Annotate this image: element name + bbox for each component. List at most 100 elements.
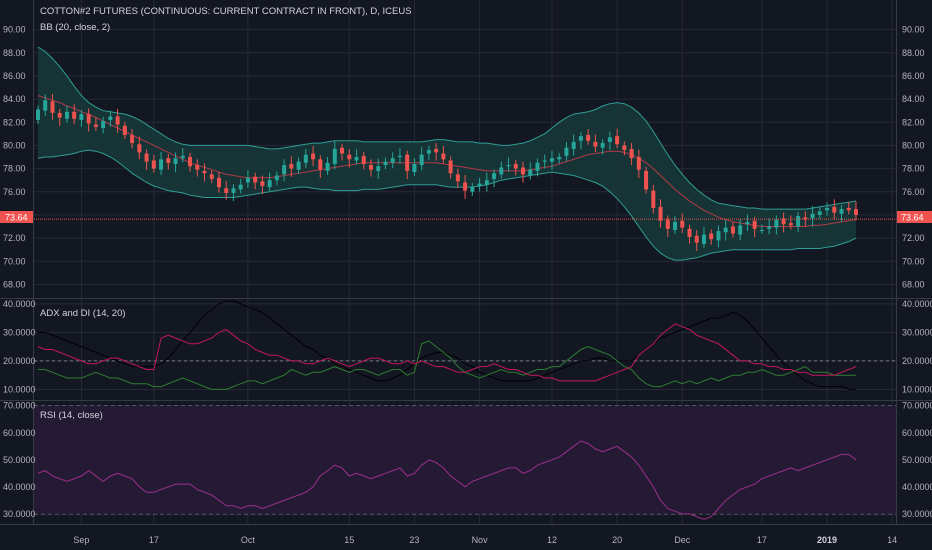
adx-tick-left: 20.0000 <box>3 356 36 366</box>
candle-body <box>231 188 236 193</box>
candle-body <box>549 158 554 162</box>
candle-body <box>79 114 84 120</box>
adx-series-0 <box>38 300 856 390</box>
rsi-tick-right: 50.0000 <box>902 455 932 465</box>
candle-body <box>586 134 591 141</box>
price-tick-left: 84.00 <box>3 94 26 104</box>
candle-body <box>680 220 685 228</box>
candle-body <box>209 174 214 180</box>
candle-body <box>629 148 634 159</box>
rsi-tick-right: 30.0000 <box>902 509 932 519</box>
candle-body <box>159 159 164 170</box>
price-tick-left: 82.00 <box>3 117 26 127</box>
candle-body <box>636 157 641 170</box>
price-tick-left: 90.00 <box>3 25 26 35</box>
rsi-band-fill <box>34 405 896 514</box>
price-tick-right: 72.00 <box>902 233 925 243</box>
rsi-tick-right: 40.0000 <box>902 482 932 492</box>
candle-body <box>492 173 497 180</box>
time-tick-label: Sep <box>73 535 89 545</box>
rsi-tick-right: 70.0000 <box>902 401 932 411</box>
candle-body <box>43 100 48 111</box>
adx-series-1 <box>38 340 856 390</box>
candle-body <box>260 181 265 186</box>
candle-body <box>767 226 772 229</box>
bb-lower-line <box>37 149 857 261</box>
candles <box>36 93 858 251</box>
candle-body <box>245 177 250 183</box>
candle-body <box>115 116 120 125</box>
candle-body <box>434 148 439 153</box>
rsi-tick-left: 60.0000 <box>3 428 36 438</box>
time-tick-label: 15 <box>344 535 354 545</box>
candle-body <box>796 216 801 227</box>
time-tick-label: 12 <box>547 535 557 545</box>
candle-body <box>441 153 446 160</box>
candle-body <box>267 180 272 188</box>
candle-body <box>463 182 468 191</box>
bb-upper-line <box>37 46 857 210</box>
candle-body <box>665 219 670 229</box>
price-tick-left: 68.00 <box>3 279 26 289</box>
adx-tick-right: 30.0000 <box>902 327 932 337</box>
candle-body <box>151 160 156 169</box>
candle-body <box>144 153 149 162</box>
time-tick-label: 20 <box>612 535 622 545</box>
candle-body <box>615 136 620 145</box>
bb-indicator-label[interactable]: BB (20, close, 2) <box>40 22 110 33</box>
candle-body <box>759 229 764 231</box>
candle-body <box>188 157 193 167</box>
price-tick-right: 86.00 <box>902 71 925 81</box>
bollinger-lines <box>37 46 857 261</box>
candle-body <box>86 114 91 124</box>
candle-body <box>383 161 388 166</box>
time-tick-label: 23 <box>409 535 419 545</box>
candle-body <box>325 162 330 171</box>
candle-body <box>470 187 475 192</box>
candle-body <box>788 223 793 226</box>
candle-body <box>738 225 743 235</box>
candle-body <box>803 217 808 220</box>
candle-body <box>296 161 301 170</box>
time-tick-label: 17 <box>757 535 767 545</box>
rsi-indicator-label[interactable]: RSI (14, close) <box>40 410 103 421</box>
candle-body <box>195 165 200 170</box>
candle-body <box>137 144 142 153</box>
bb-basis-line <box>37 95 857 227</box>
candle-body <box>448 160 453 174</box>
candle-body <box>694 235 699 243</box>
candle-body <box>340 147 345 154</box>
rsi-tick-left: 70.0000 <box>3 401 36 411</box>
last-price-right-text: 73.64 <box>901 213 924 223</box>
candle-body <box>64 111 69 119</box>
rsi-tick-left: 40.0000 <box>3 482 36 492</box>
price-tick-left: 70.00 <box>3 256 26 266</box>
candle-body <box>397 155 402 157</box>
candle-body <box>224 188 229 193</box>
candle-body <box>658 206 663 221</box>
candle-body <box>607 137 612 142</box>
candle-body <box>390 158 395 163</box>
candle-body <box>687 228 692 237</box>
candle-body <box>730 226 735 234</box>
candle-body <box>557 157 562 160</box>
candle-body <box>238 184 243 190</box>
candle-body <box>173 158 178 164</box>
candle-body <box>72 111 77 119</box>
candle-body <box>644 170 649 190</box>
candle-body <box>622 145 627 151</box>
adx-tick-left: 30.0000 <box>3 327 36 337</box>
candle-body <box>810 213 815 219</box>
candle-body <box>506 165 511 167</box>
candle-body <box>368 165 373 170</box>
candle-body <box>564 147 569 156</box>
candle-body <box>854 209 858 215</box>
candle-body <box>347 154 352 160</box>
candle-body <box>839 209 844 214</box>
adx-indicator-label[interactable]: ADX and DI (14, 20) <box>40 308 126 319</box>
price-tick-right: 76.00 <box>902 187 925 197</box>
adx-tick-right: 20.0000 <box>902 356 932 366</box>
time-tick-label: Oct <box>241 535 256 545</box>
candle-body <box>600 143 605 148</box>
